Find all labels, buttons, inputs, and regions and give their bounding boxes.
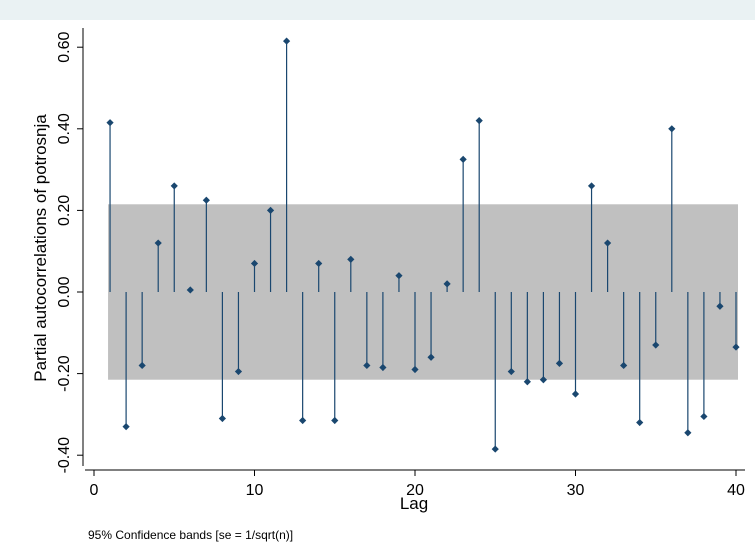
- confidence-band: [108, 204, 739, 380]
- marker-lag-35: [652, 341, 660, 349]
- marker-lag-25: [491, 445, 499, 453]
- marker-lag-5: [170, 182, 178, 190]
- y-ticks-group: -0.40 -0.20 0.00 0.20 0.40 0.60: [56, 32, 83, 474]
- x-tick-label-10: 10: [246, 482, 264, 499]
- marker-lag-8: [218, 414, 226, 423]
- marker-lag-16: [347, 255, 355, 263]
- marker-lag-32: [604, 239, 612, 247]
- marker-lag-27: [523, 378, 531, 386]
- marker-lag-26: [507, 367, 515, 376]
- y-tick-label--0.40: -0.40: [56, 437, 73, 474]
- marker-lag-12: [283, 37, 291, 45]
- chart-top-strip: [0, 0, 755, 20]
- marker-lag-10: [250, 259, 259, 268]
- plot-region: [83, 20, 750, 470]
- marker-lag-23: [459, 155, 467, 163]
- marker-lag-11: [266, 206, 275, 214]
- marker-lag-33: [620, 361, 628, 370]
- marker-lag-17: [363, 361, 371, 370]
- marker-lag-39: [716, 302, 724, 310]
- marker-lag-3: [138, 361, 146, 370]
- marker-lag-19: [395, 272, 403, 280]
- marker-lag-13: [299, 416, 307, 425]
- marker-lag-6: [186, 286, 194, 294]
- marker-lag-24: [475, 117, 483, 125]
- confidence-note: 95% Confidence bands [se = 1/sqrt(n)]: [88, 528, 293, 542]
- marker-lag-36: [668, 125, 676, 133]
- marker-lag-4: [154, 239, 162, 247]
- marker-lag-22: [443, 280, 451, 288]
- x-tick-label-40: 40: [727, 482, 745, 499]
- y-axis-title: Partial autocorrelations of potrosnja: [31, 114, 50, 382]
- marker-lag-9: [234, 367, 243, 376]
- stems-group: [109, 41, 737, 450]
- marker-lag-15: [331, 416, 339, 425]
- x-ticks-group: 0 10 20 30 40: [90, 470, 745, 499]
- y-tick-label-0.00: 0.00: [56, 276, 73, 307]
- marker-lag-21: [427, 353, 435, 361]
- marker-lag-29: [555, 359, 564, 367]
- marker-lag-20: [411, 365, 419, 374]
- x-tick-label-20: 20: [406, 482, 424, 499]
- y-tick-label-0.20: 0.20: [56, 195, 73, 226]
- marker-lag-18: [379, 363, 387, 372]
- y-tick-label--0.20: -0.20: [56, 355, 73, 392]
- marker-lag-37: [684, 429, 692, 437]
- y-tick-label-0.40: 0.40: [56, 113, 73, 144]
- marker-lag-30: [571, 390, 580, 398]
- marker-lag-14: [315, 259, 323, 268]
- marker-lag-7: [202, 196, 210, 204]
- x-tick-label-30: 30: [567, 482, 585, 499]
- markers-group: [106, 37, 740, 453]
- marker-lag-34: [636, 418, 644, 427]
- marker-lag-2: [122, 423, 130, 431]
- x-axis-title: Lag: [400, 494, 428, 513]
- marker-lag-1: [106, 119, 114, 127]
- x-tick-label-0: 0: [90, 482, 99, 499]
- marker-lag-38: [700, 412, 708, 421]
- y-tick-label-0.60: 0.60: [56, 32, 73, 63]
- marker-lag-40: [732, 343, 740, 351]
- marker-lag-28: [539, 376, 547, 384]
- marker-lag-31: [587, 182, 596, 190]
